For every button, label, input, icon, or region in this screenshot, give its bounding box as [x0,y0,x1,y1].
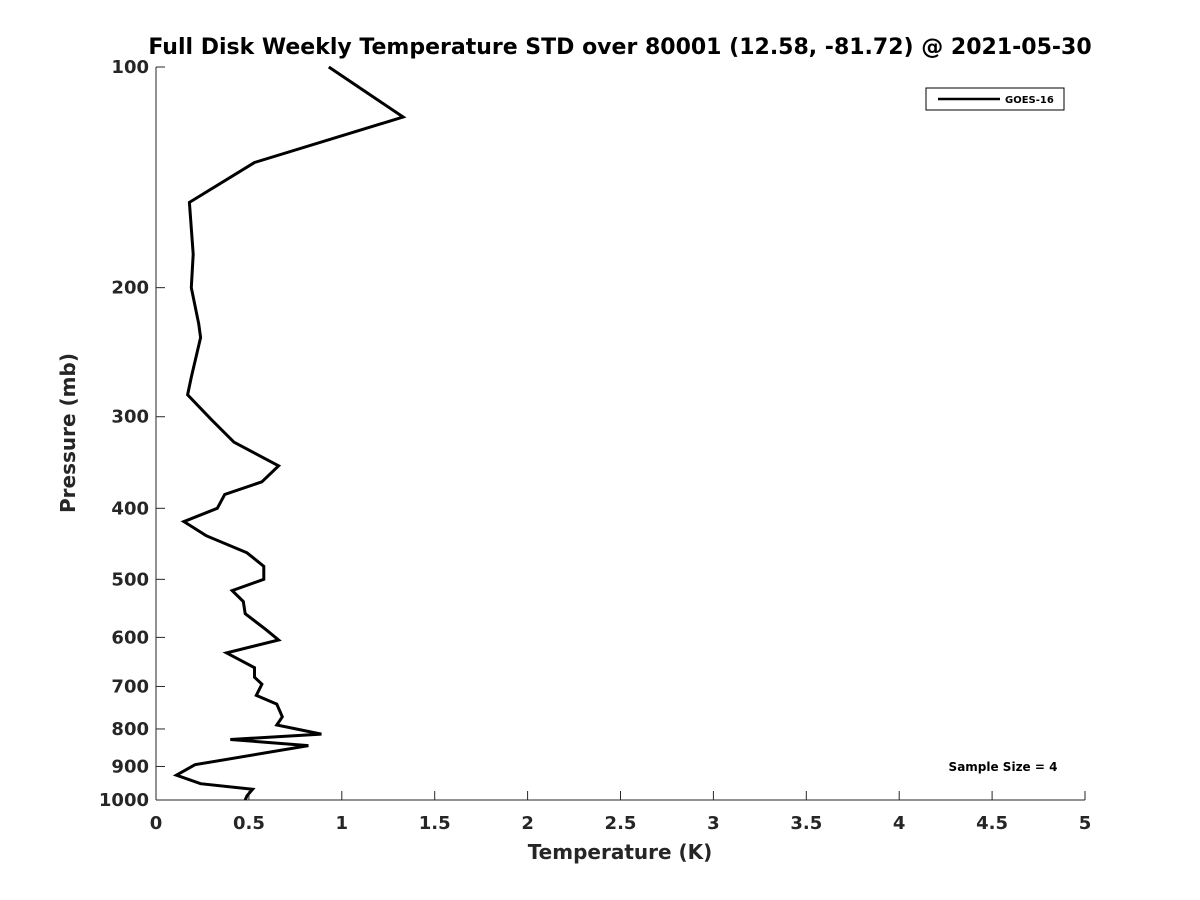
sample-size-annotation: Sample Size = 4 [949,760,1058,774]
x-tick-label: 2.5 [605,813,637,834]
series-layer [172,65,407,801]
y-tick-label: 400 [111,498,149,519]
x-tick-label: 1.5 [419,813,451,834]
ticks: 0 0.5 1 1.5 2 2.5 3 3.5 4 4.5 5 100 200 300 400 500 600 7… [99,57,1091,834]
axes [155,67,1085,801]
y-tick-label: 900 [111,756,149,777]
x-tick-label: 5 [1079,813,1092,834]
y-tick-label: 300 [111,407,149,428]
x-tick-label: 0 [150,813,163,834]
x-tick-label: 2 [521,813,534,834]
y-axis-label: Pressure (mb) [56,353,80,513]
chart-title: Full Disk Weekly Temperature STD over 80… [148,35,1091,60]
legend-entry-goes-16: GOES-16 [1005,95,1054,106]
y-tick-label: 700 [111,676,149,697]
y-tick-label: 600 [111,627,149,648]
y-tick-label: 800 [111,719,149,740]
x-tick-label: 4 [893,813,906,834]
y-tick-label: 200 [111,278,149,299]
x-tick-label: 3 [707,813,720,834]
x-tick-label: 3.5 [790,813,822,834]
x-tick-label: 1 [336,813,349,834]
x-axis-label: Temperature (K) [528,840,713,864]
series-line-goes-16 [172,65,407,801]
y-tick-label: 1000 [99,790,149,811]
y-tick-label: 100 [111,57,149,78]
y-tick-label: 500 [111,569,149,590]
x-tick-label: 4.5 [976,813,1008,834]
x-tick-label: 0.5 [233,813,265,834]
legend: GOES-16 [925,87,1065,111]
